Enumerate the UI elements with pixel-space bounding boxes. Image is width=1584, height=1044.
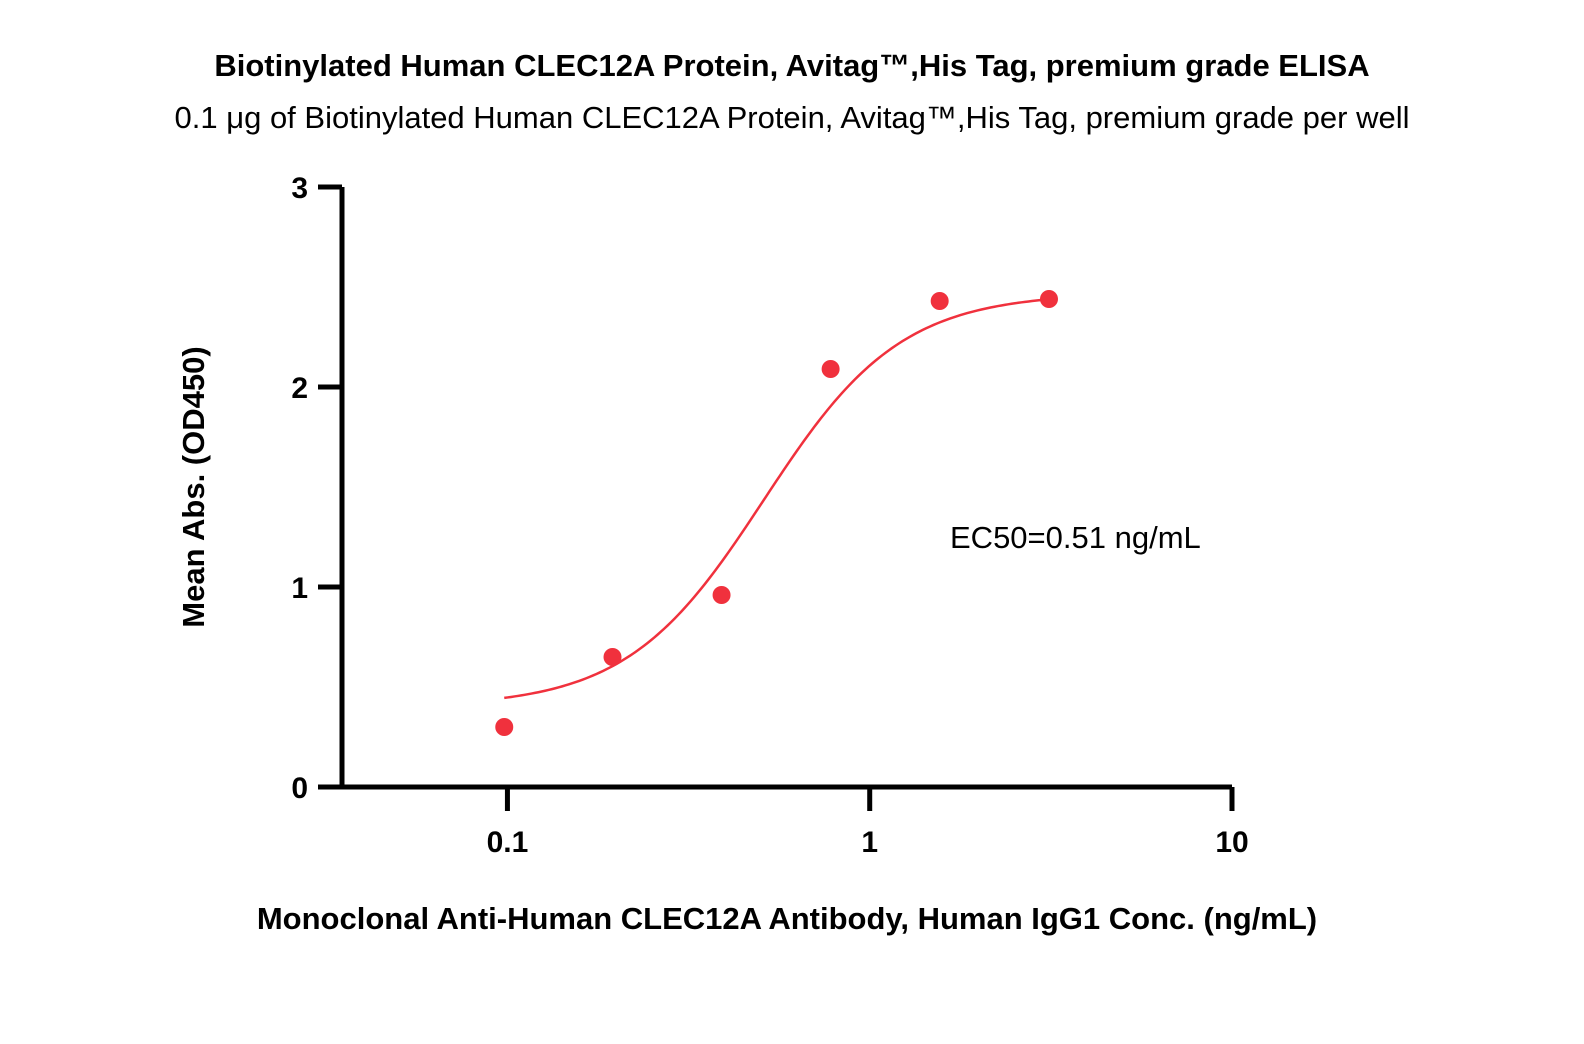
x-axis-label: Monoclonal Anti-Human CLEC12A Antibody, … (257, 901, 1317, 936)
data-point (821, 360, 840, 378)
y-tick-label: 1 (291, 572, 308, 605)
x-tick-label: 0.1 (487, 826, 529, 859)
y-axis-label: Mean Abs. (OD450) (176, 346, 211, 627)
y-tick-label: 2 (291, 372, 308, 405)
fit-curve (504, 298, 1050, 700)
y-tick-label: 3 (291, 172, 308, 205)
ec50-annotation: EC50=0.51 ng/mL (950, 520, 1201, 555)
data-point (603, 648, 622, 666)
chart-subtitle: 0.1 μg of Biotinylated Human CLEC12A Pro… (174, 100, 1410, 135)
data-point (495, 718, 514, 736)
data-point (930, 292, 949, 310)
data-point (712, 586, 731, 604)
chart-title: Biotinylated Human CLEC12A Protein, Avit… (214, 48, 1370, 83)
x-tick-label: 10 (1215, 826, 1248, 859)
x-tick-label: 1 (861, 826, 878, 859)
y-tick-label: 0 (291, 772, 308, 805)
data-point (1039, 290, 1058, 308)
